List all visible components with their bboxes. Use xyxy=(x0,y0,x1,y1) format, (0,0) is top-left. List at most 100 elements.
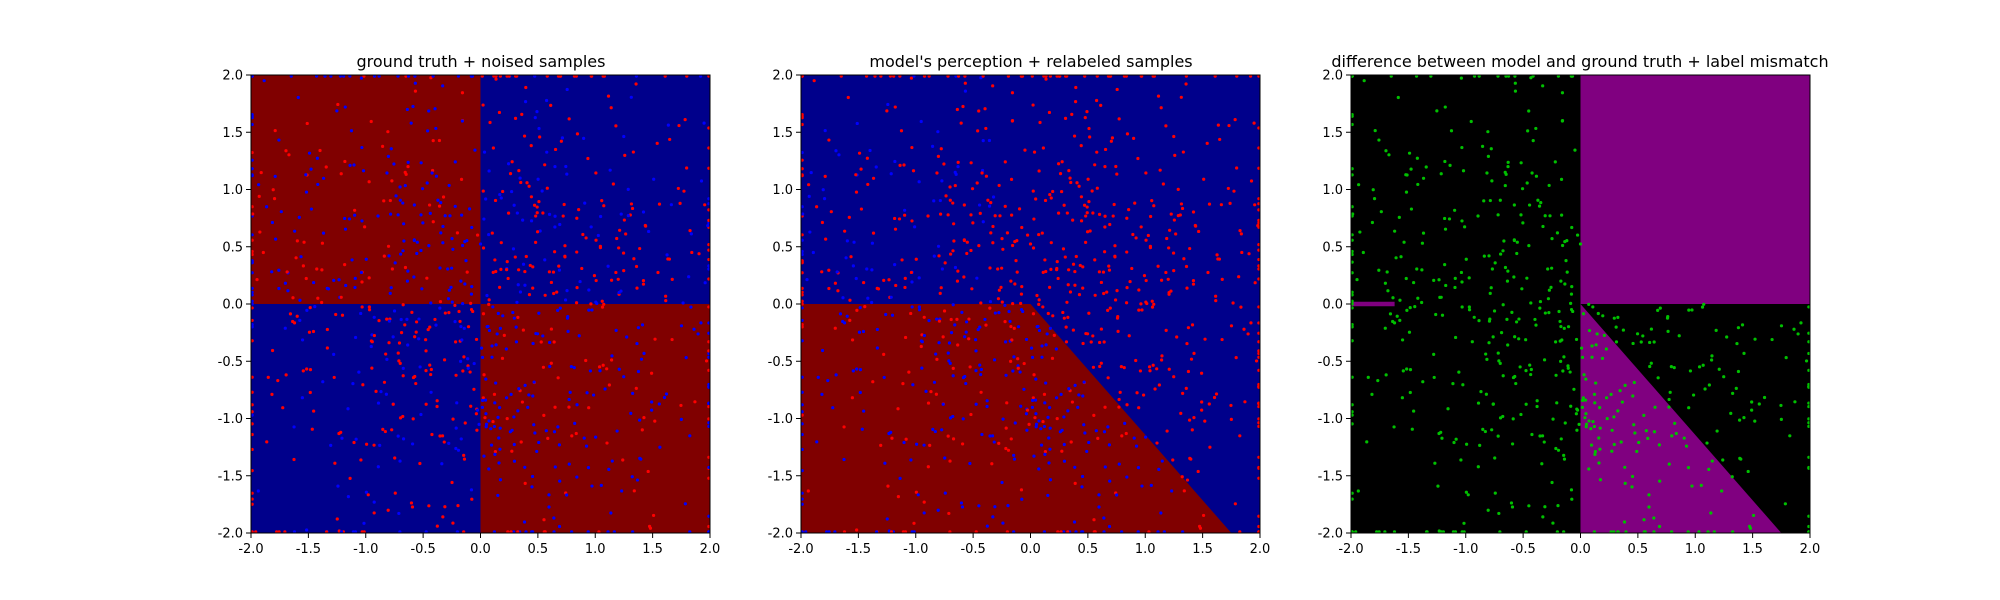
data-point xyxy=(541,334,545,338)
data-point xyxy=(271,188,275,192)
data-point xyxy=(376,214,380,218)
data-point xyxy=(1164,328,1168,332)
data-point xyxy=(318,148,322,153)
data-point xyxy=(1091,334,1095,338)
data-point xyxy=(1035,293,1039,298)
data-point xyxy=(547,212,552,216)
data-point xyxy=(1400,338,1405,342)
data-point xyxy=(1524,338,1528,342)
data-point xyxy=(1190,428,1194,432)
data-point xyxy=(1488,198,1492,203)
data-point xyxy=(529,144,533,148)
data-point xyxy=(401,374,405,378)
data-point xyxy=(846,95,850,100)
data-point xyxy=(405,317,409,321)
data-point xyxy=(490,355,494,359)
data-point xyxy=(1594,343,1598,347)
data-point xyxy=(586,156,590,161)
data-point xyxy=(1179,411,1183,416)
data-point xyxy=(364,257,368,261)
data-point xyxy=(1570,497,1574,501)
data-point xyxy=(1574,337,1579,342)
data-point xyxy=(1110,136,1115,140)
data-point xyxy=(951,414,955,419)
data-point xyxy=(1707,383,1711,387)
data-point xyxy=(1551,521,1555,525)
data-point xyxy=(1058,172,1063,176)
x-tick-label: -0.5 xyxy=(960,542,985,557)
data-point xyxy=(343,159,347,164)
data-point xyxy=(401,201,405,205)
data-point xyxy=(1646,436,1650,440)
data-point xyxy=(1201,513,1206,518)
data-point xyxy=(540,189,544,193)
data-point xyxy=(575,475,579,479)
data-point xyxy=(382,380,387,384)
data-point xyxy=(965,251,969,256)
data-point xyxy=(527,393,531,397)
data-point xyxy=(1550,237,1554,241)
data-point xyxy=(1555,231,1560,235)
data-point xyxy=(1722,375,1726,379)
data-point xyxy=(702,121,706,125)
data-point xyxy=(993,311,997,315)
data-point xyxy=(1020,285,1024,289)
data-point xyxy=(440,462,444,466)
data-point xyxy=(558,222,562,227)
data-point xyxy=(1077,293,1082,297)
data-point xyxy=(1635,332,1640,336)
data-point xyxy=(1560,119,1564,123)
data-point xyxy=(1159,106,1163,110)
data-point xyxy=(451,521,455,525)
data-point xyxy=(1563,421,1567,425)
data-point xyxy=(1043,401,1047,405)
data-point xyxy=(1630,485,1634,489)
data-point xyxy=(1452,440,1456,445)
data-point xyxy=(1503,170,1507,174)
data-point xyxy=(1736,369,1741,374)
data-point xyxy=(1144,238,1148,242)
data-point xyxy=(295,239,299,243)
background-regions-1 xyxy=(251,75,710,533)
data-point xyxy=(325,346,329,350)
data-point xyxy=(1012,457,1017,461)
data-point xyxy=(1041,305,1045,309)
data-point xyxy=(962,238,966,242)
data-point xyxy=(857,330,862,334)
data-point xyxy=(1648,364,1652,369)
data-point xyxy=(1249,321,1253,325)
y-tick-label: 0.0 xyxy=(222,298,243,313)
data-point xyxy=(332,278,336,282)
data-point xyxy=(1714,328,1718,332)
data-point xyxy=(501,314,505,318)
data-point xyxy=(1385,270,1389,274)
y-tick-label: -2.0 xyxy=(218,527,243,542)
data-point xyxy=(1137,288,1141,292)
data-point xyxy=(1565,270,1569,274)
data-point xyxy=(292,321,297,325)
data-point xyxy=(897,217,902,221)
data-point xyxy=(699,179,704,183)
data-point xyxy=(1413,305,1417,309)
data-point xyxy=(852,240,856,244)
data-point xyxy=(1055,416,1059,421)
data-point xyxy=(935,357,939,361)
data-point xyxy=(629,95,633,99)
data-point xyxy=(441,224,445,229)
data-point xyxy=(635,478,640,482)
data-point xyxy=(823,174,827,178)
data-point xyxy=(308,306,312,310)
data-point xyxy=(910,219,914,223)
data-point xyxy=(1186,369,1191,374)
data-point xyxy=(1103,164,1107,169)
data-point xyxy=(386,130,390,134)
data-point xyxy=(436,198,440,202)
data-point xyxy=(284,373,288,377)
data-point xyxy=(1485,171,1489,175)
data-point xyxy=(396,351,400,355)
data-point xyxy=(1666,329,1670,333)
data-point xyxy=(1030,355,1035,360)
data-point xyxy=(1529,76,1533,80)
data-point xyxy=(1404,190,1409,194)
data-point xyxy=(490,231,494,235)
